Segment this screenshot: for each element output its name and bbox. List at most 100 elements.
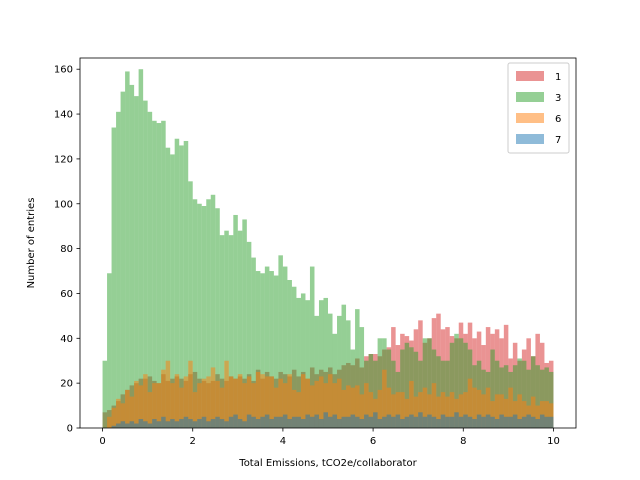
histogram-bar — [116, 398, 121, 428]
histogram-bar — [467, 416, 473, 428]
histogram-bar — [368, 354, 374, 428]
histogram-bar — [440, 392, 446, 428]
histogram-bar — [323, 297, 328, 428]
histogram-bar — [418, 412, 423, 428]
histogram-bar — [400, 419, 405, 428]
histogram-bar — [296, 392, 301, 428]
histogram-bar — [391, 416, 396, 428]
histogram-bar — [436, 419, 441, 428]
histogram-bar — [499, 394, 504, 428]
histogram-bar — [359, 327, 365, 428]
histogram-bar — [309, 385, 315, 428]
histogram-bar — [107, 273, 112, 428]
histogram-bar — [539, 369, 545, 428]
histogram-bar — [228, 376, 234, 428]
histogram-bar — [350, 414, 356, 428]
histogram-bar — [395, 392, 401, 428]
y-tick-label: 0 — [67, 424, 73, 435]
histogram-bar — [490, 349, 495, 428]
histogram-bar — [454, 412, 459, 428]
legend-box — [507, 62, 570, 154]
histogram-bar — [269, 271, 274, 428]
histogram-bar — [503, 398, 509, 428]
histogram-bar — [291, 416, 297, 428]
histogram-bar — [179, 419, 184, 428]
histogram-bar — [346, 416, 351, 428]
histogram-bar — [264, 266, 270, 428]
histogram-bar — [521, 401, 527, 428]
histogram-bar — [422, 387, 428, 428]
histogram-bar — [273, 387, 279, 428]
histogram-bar — [386, 414, 392, 428]
histogram-bar — [233, 414, 238, 428]
histogram-bar — [228, 416, 234, 428]
histogram-bar — [237, 419, 243, 428]
histogram-bar — [129, 421, 135, 428]
histogram-bar — [328, 313, 333, 428]
histogram-bar — [282, 383, 288, 428]
histogram-bar — [210, 419, 216, 428]
histogram-bar — [246, 376, 252, 428]
histogram-bar — [535, 405, 540, 428]
histogram-bar — [490, 416, 495, 428]
histogram-bar — [152, 383, 157, 428]
histogram-bar — [409, 380, 414, 428]
histogram-bar — [111, 407, 117, 428]
histogram-bar — [197, 383, 202, 428]
histogram-bar — [224, 421, 229, 428]
x-tick-label: 2 — [190, 436, 196, 447]
histogram-bar — [278, 378, 283, 428]
histogram-bar — [440, 414, 446, 428]
histogram-bar — [224, 360, 229, 428]
histogram-bar — [197, 203, 202, 428]
histogram-bar — [413, 351, 419, 428]
histogram-bar — [287, 374, 292, 428]
histogram-bar — [404, 416, 410, 428]
y-tick-label: 40 — [60, 334, 73, 345]
x-tick-label: 0 — [99, 436, 105, 447]
legend-swatch-6 — [516, 113, 544, 123]
histogram-bar — [526, 369, 531, 428]
histogram-bar — [215, 380, 220, 428]
histogram-bar — [269, 376, 274, 428]
histogram-bar — [138, 385, 144, 428]
bars-layer — [102, 69, 554, 429]
histogram-bar — [143, 421, 148, 428]
histogram-bar — [314, 315, 319, 428]
x-tick-label: 10 — [547, 436, 560, 447]
histogram-bar — [219, 419, 225, 428]
histogram-bar — [359, 419, 365, 428]
histogram-bar — [368, 416, 374, 428]
histogram-bar — [165, 421, 171, 428]
legend-label-6: 6 — [555, 114, 561, 125]
histogram-bar — [332, 333, 338, 428]
histogram-bar — [264, 376, 270, 428]
series-3-bars — [102, 69, 554, 429]
histogram-bar — [111, 425, 117, 428]
histogram-bar — [201, 416, 207, 428]
histogram-bar — [242, 219, 247, 428]
y-axis-label: Number of entries — [26, 198, 37, 289]
histogram-bar — [346, 320, 351, 428]
histogram-bar — [134, 96, 139, 429]
series-7-bars — [111, 412, 554, 428]
histogram-bar — [350, 387, 356, 428]
histogram-bar — [161, 120, 166, 428]
histogram-bar — [125, 389, 130, 428]
histogram-bar — [215, 208, 220, 428]
histogram-bar — [526, 414, 531, 428]
histogram-bar — [219, 387, 225, 428]
histogram-bar — [445, 416, 450, 428]
histogram-bar — [138, 69, 144, 429]
histogram-bar — [143, 100, 148, 429]
histogram-bar — [530, 416, 536, 428]
histogram-bar — [377, 419, 383, 428]
histogram-bar — [161, 369, 166, 428]
histogram-bar — [490, 401, 495, 428]
histogram-bar — [382, 416, 387, 428]
histogram-bar — [427, 338, 432, 428]
histogram-bar — [373, 412, 378, 428]
histogram-bar — [463, 414, 468, 428]
histogram-bar — [246, 241, 252, 428]
